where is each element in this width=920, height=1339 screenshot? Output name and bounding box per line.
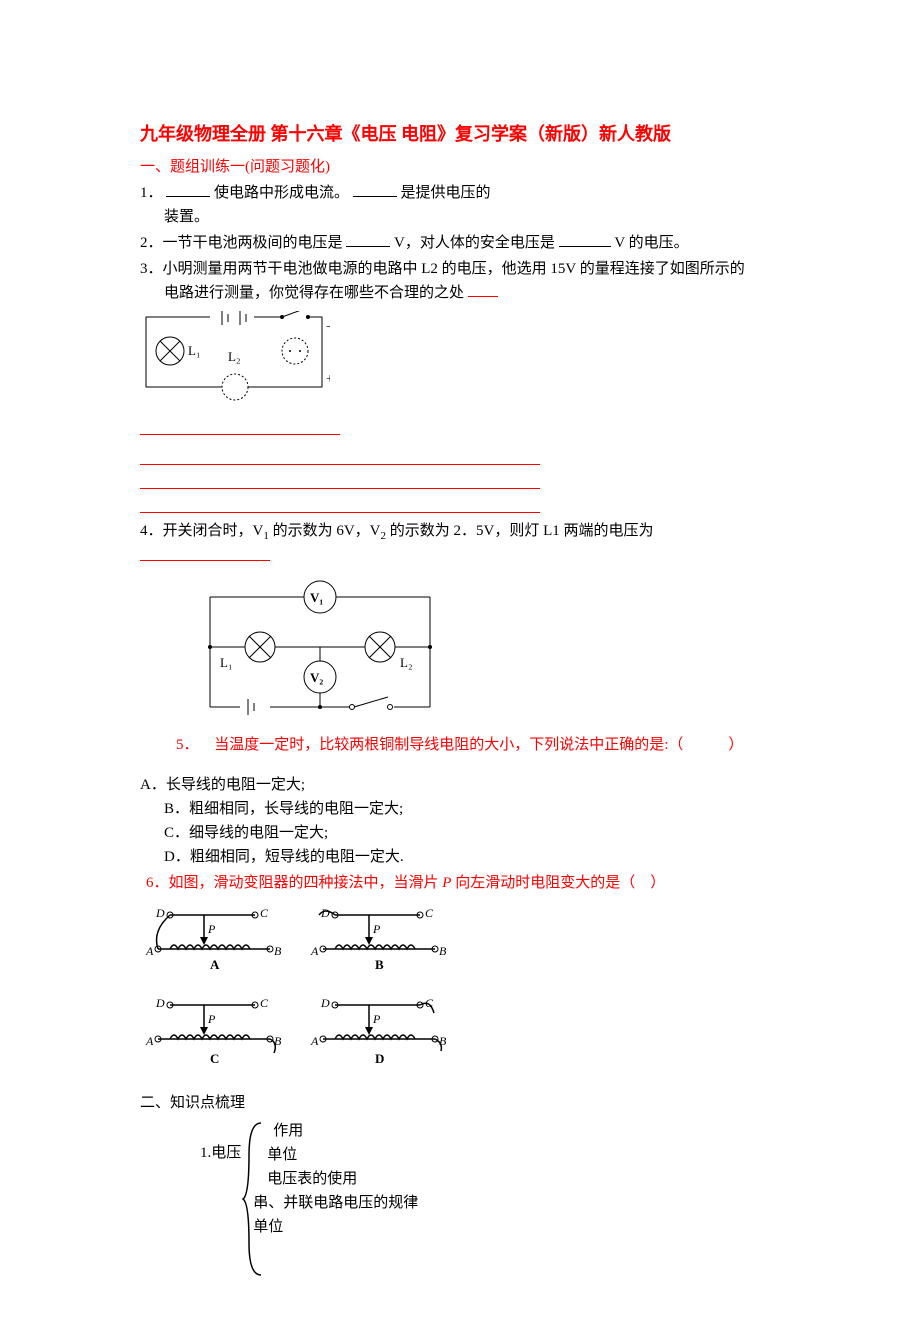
label-a: A bbox=[145, 944, 154, 958]
label-b: B bbox=[439, 944, 447, 958]
label-p: P bbox=[372, 922, 381, 936]
q4-mid1: 的示数为 6V，V bbox=[269, 523, 381, 539]
knowledge-point-1: 1.电压 作用 单位 电压表的使用 串、并联电路电压的规律 单位 bbox=[200, 1119, 780, 1279]
l1-label: L₁ bbox=[220, 655, 232, 670]
circuit-figure-1: L₁ L₂ − + bbox=[140, 311, 330, 411]
blank bbox=[346, 231, 390, 247]
label-b: B bbox=[439, 1034, 447, 1048]
label-d: D bbox=[155, 996, 165, 1010]
panel-label: D bbox=[375, 1051, 384, 1066]
label-p: P bbox=[372, 1012, 381, 1026]
kp1-item: 单位 bbox=[267, 1143, 418, 1167]
q6-prefix: 6．如图，滑动变阻器的四种接法中，当滑片 bbox=[146, 875, 442, 891]
q4-mid2: 的示数为 2．5V，则灯 L1 两端的电压为 bbox=[386, 523, 654, 539]
l2-label: L₂ bbox=[228, 349, 240, 364]
question-5: 5． 当温度一定时，比较两根铜制导线电阻的大小，下列说法中正确的是:（ ） bbox=[140, 733, 780, 757]
label-c: C bbox=[425, 906, 434, 920]
l2-label: L₂ bbox=[400, 655, 412, 670]
kp1-label: 1.电压 bbox=[200, 1119, 241, 1165]
label-a: A bbox=[145, 1034, 154, 1048]
blank bbox=[468, 281, 498, 297]
v1-label: V₁ bbox=[310, 590, 323, 605]
kp1-item: 电压表的使用 bbox=[267, 1167, 418, 1191]
q2-prefix: 2．一节干电池两极间的电压是 bbox=[140, 235, 343, 251]
section-1-heading: 一、题组训练一(问题习题化) bbox=[140, 155, 780, 179]
plus-icon: + bbox=[326, 372, 330, 387]
blank bbox=[559, 231, 611, 247]
q5-num: 5． bbox=[176, 737, 199, 753]
circuit-figure-2: V₁ L₁ L₂ V₂ bbox=[190, 577, 450, 727]
q1-tail: 是提供电压的 bbox=[401, 185, 491, 201]
question-2: 2．一节干电池两极间的电压是 V，对人体的安全电压是 V 的电压。 bbox=[140, 231, 780, 255]
q2-tail: V 的电压。 bbox=[614, 235, 688, 251]
q5-option-b: B．粗细相同，长导线的电阻一定大; bbox=[140, 797, 780, 821]
q5-option-d: D．粗细相同，短导线的电阻一定大. bbox=[140, 845, 780, 869]
q2-mid: V，对人体的安全电压是 bbox=[394, 235, 555, 251]
kp1-item: 作用 bbox=[267, 1119, 418, 1143]
label-d: D bbox=[320, 996, 330, 1010]
label-d: D bbox=[155, 906, 165, 920]
q1-mid: 使电路中形成电流。 bbox=[214, 185, 349, 201]
kp1-item: 串、并联电路电压的规律 bbox=[253, 1191, 418, 1215]
label-p: P bbox=[207, 922, 216, 936]
blank-line bbox=[140, 497, 540, 513]
l1-label: L₁ bbox=[188, 343, 200, 358]
blank-line bbox=[140, 419, 340, 435]
q5-text: 当温度一定时，比较两根铜制导线电阻的大小，下列说法中正确的是:（ ） bbox=[214, 737, 743, 753]
panel-label: C bbox=[210, 1051, 219, 1066]
blank-line bbox=[140, 449, 540, 465]
rheostat-figure: A B D C P A A B D C bbox=[140, 901, 460, 1081]
spacer bbox=[140, 757, 780, 771]
question-6: 6．如图，滑动变阻器的四种接法中，当滑片 P 向左滑动时电阻变大的是（ ） bbox=[140, 871, 780, 895]
label-p: P bbox=[207, 1012, 216, 1026]
label-c: C bbox=[260, 906, 269, 920]
label-b: B bbox=[274, 944, 282, 958]
blank-line bbox=[140, 473, 540, 489]
section-2-heading: 二、知识点梳理 bbox=[140, 1091, 780, 1115]
blank bbox=[140, 545, 270, 561]
label-a: A bbox=[310, 944, 319, 958]
panel-label: B bbox=[375, 957, 384, 972]
blank bbox=[166, 181, 210, 197]
kp1-item: 单位 bbox=[253, 1215, 418, 1239]
question-3-line2: 电路进行测量，你觉得存在哪些不合理的之处 bbox=[140, 281, 780, 305]
q1-line2: 装置。 bbox=[140, 205, 780, 229]
panel-label: A bbox=[210, 957, 220, 972]
q5-option-a: A．长导线的电阻一定大; bbox=[140, 773, 780, 797]
label-a: A bbox=[310, 1034, 319, 1048]
blank bbox=[353, 181, 397, 197]
question-4: 4．开关闭合时，V1 的示数为 6V，V2 的示数为 2．5V，则灯 L1 两端… bbox=[140, 519, 780, 570]
q5-option-c: C．细导线的电阻一定大; bbox=[140, 821, 780, 845]
q6-suffix: 向左滑动时电阻变大的是（ ） bbox=[451, 875, 665, 891]
doc-title: 九年级物理全册 第十六章《电压 电阻》复习学案（新版）新人教版 bbox=[140, 120, 780, 149]
question-3-line1: 3．小明测量用两节干电池做电源的电路中 L2 的电压，他选用 15V 的量程连接… bbox=[140, 257, 780, 281]
label-c: C bbox=[260, 996, 269, 1010]
kp1-items: 作用 单位 电压表的使用 串、并联电路电压的规律 单位 bbox=[267, 1119, 418, 1239]
q4-prefix: 4．开关闭合时，V bbox=[140, 523, 263, 539]
question-1: 1． 使电路中形成电流。 是提供电压的 bbox=[140, 181, 780, 205]
q1-prefix: 1． bbox=[140, 185, 163, 201]
v2-label: V₂ bbox=[310, 670, 323, 685]
minus-icon: − bbox=[326, 320, 330, 335]
page-container: 九年级物理全册 第十六章《电压 电阻》复习学案（新版）新人教版 一、题组训练一(… bbox=[0, 0, 920, 1339]
q3-line2-text: 电路进行测量，你觉得存在哪些不合理的之处 bbox=[164, 285, 464, 301]
